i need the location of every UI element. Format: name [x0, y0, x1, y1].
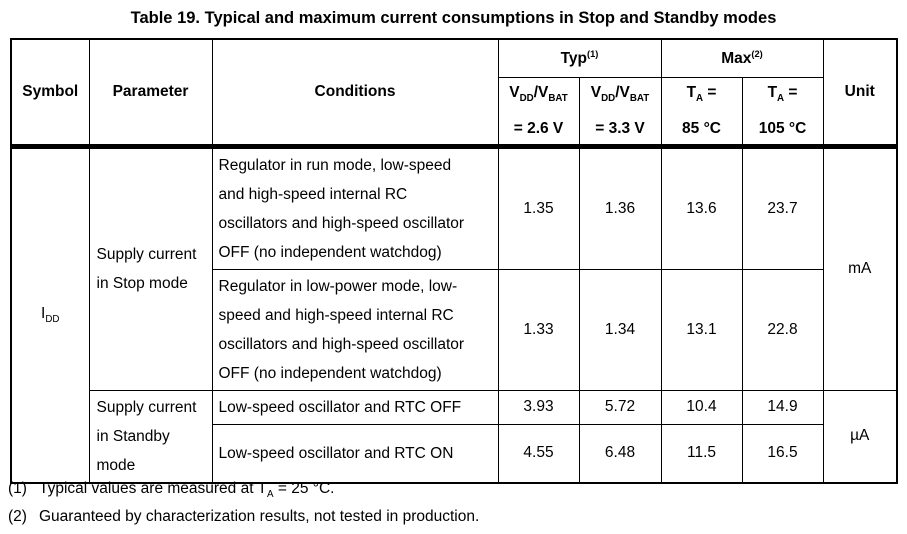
- footnotes: (1) Typical values are measured at TA = 2…: [8, 478, 479, 534]
- footnote-2-number: (2): [8, 508, 27, 526]
- footnote-1-text: Typical values are measured at TA = 25 °…: [39, 480, 335, 501]
- cell-max-85c-stop-run: 13.6: [660, 145, 743, 270]
- table-row: Low-speed oscillator and RTC ON 4.55 6.4…: [11, 423, 897, 484]
- cell-conditions-standby-rtc-off: Low-speed oscillator and RTC OFF: [211, 389, 499, 425]
- cell-typ-2v6-stop-lowpower: 1.33: [497, 268, 580, 391]
- table-body: IDD Supply current in Stop mode Regulato…: [10, 145, 898, 484]
- col-header-vdd-3v3: VDD/VBAT = 3.3 V: [578, 76, 662, 149]
- col-header-ta-85: TA = 85 °C: [660, 76, 743, 149]
- footnote-ref-2: (2): [751, 48, 763, 59]
- cell-unit-stop: mA: [822, 145, 898, 391]
- col-header-max: Max(2): [660, 38, 824, 78]
- table-header: Symbol Parameter Conditions Typ(1) Max(2…: [10, 38, 898, 149]
- cell-max-85c-standby-rtc-on: 11.5: [660, 423, 743, 484]
- cell-max-105c-stop-lowpower: 22.8: [741, 268, 824, 391]
- table-row: Supply current in Standby mode Low-speed…: [11, 389, 898, 484]
- ta-105-value: 105 °C: [758, 119, 807, 137]
- cell-symbol-idd: IDD: [10, 145, 90, 484]
- cell-unit-standby: µA: [822, 389, 898, 484]
- footnote-2-text: Guaranteed by characterization results, …: [39, 508, 480, 526]
- table-title: Table 19. Typical and maximum current co…: [130, 9, 777, 27]
- vdd-2v6-value: = 2.6 V: [513, 119, 564, 137]
- cell-conditions-stop-run: Regulator in run mode, low-speed and hig…: [211, 145, 499, 270]
- ta-label: TA =: [686, 83, 717, 104]
- vdd-vbat-label: VDD/VBAT: [509, 83, 568, 104]
- cell-typ-3v3-stop-run: 1.36: [578, 145, 662, 270]
- ta-label: TA =: [767, 83, 798, 104]
- col-header-vdd-2v6: VDD/VBAT = 2.6 V: [497, 76, 580, 149]
- cell-max-85c-stop-lowpower: 13.1: [660, 268, 743, 391]
- header-row-subcolumns: VDD/VBAT = 2.6 V VDD/VBAT = 3.3 V TA = 8…: [11, 76, 897, 149]
- cell-typ-3v3-standby-rtc-on: 6.48: [578, 423, 662, 484]
- col-header-conditions: Conditions: [211, 38, 499, 149]
- cell-parameter-standby-mode: Supply current in Standby mode: [88, 389, 213, 484]
- col-header-symbol: Symbol: [10, 38, 90, 149]
- cell-max-105c-stop-run: 23.7: [741, 145, 824, 270]
- cell-max-85c-standby-rtc-off: 10.4: [660, 389, 743, 425]
- cell-conditions-standby-rtc-on: Low-speed oscillator and RTC ON: [211, 423, 499, 484]
- table-row: IDD Supply current in Stop mode Regulato…: [10, 145, 898, 484]
- col-header-ta-105: TA = 105 °C: [741, 76, 824, 149]
- footnote-2: (2) Guaranteed by characterization result…: [8, 506, 479, 534]
- header-row-groups: Symbol Parameter Conditions Typ(1) Max(2…: [10, 38, 898, 149]
- cell-typ-2v6-standby-rtc-on: 4.55: [497, 423, 580, 484]
- col-header-unit: Unit: [822, 38, 898, 149]
- datasheet-page: Table 19. Typical and maximum current co…: [8, 9, 898, 526]
- cell-typ-2v6-standby-rtc-off: 3.93: [497, 389, 580, 425]
- col-header-typ: Typ(1): [497, 38, 662, 78]
- max-label: Max: [721, 49, 752, 67]
- cell-typ-3v3-stop-lowpower: 1.34: [578, 268, 662, 391]
- cell-typ-2v6-stop-run: 1.35: [497, 145, 580, 270]
- cell-max-105c-standby-rtc-off: 14.9: [741, 389, 824, 425]
- typ-label: Typ: [560, 49, 588, 67]
- vdd-3v3-value: = 3.3 V: [595, 119, 645, 137]
- ta-85-value: 85 °C: [682, 119, 721, 137]
- cell-parameter-stop-mode: Supply current in Stop mode: [88, 145, 213, 391]
- table-row: Regulator in low-power mode, low-speed a…: [11, 268, 897, 391]
- footnote-1-number: (1): [8, 480, 27, 497]
- current-consumption-table: Symbol Parameter Conditions Typ(1) Max(2…: [10, 38, 898, 484]
- cell-max-105c-standby-rtc-on: 16.5: [741, 423, 824, 484]
- col-header-parameter: Parameter: [88, 38, 213, 149]
- footnote-1: (1) Typical values are measured at TA = 2…: [8, 478, 479, 506]
- cell-conditions-stop-lowpower: Regulator in low-power mode, low-speed a…: [211, 268, 499, 391]
- cell-typ-3v3-standby-rtc-off: 5.72: [578, 389, 662, 425]
- footnote-ref-1: (1): [587, 48, 599, 59]
- vdd-vbat-label: VDD/VBAT: [590, 83, 650, 104]
